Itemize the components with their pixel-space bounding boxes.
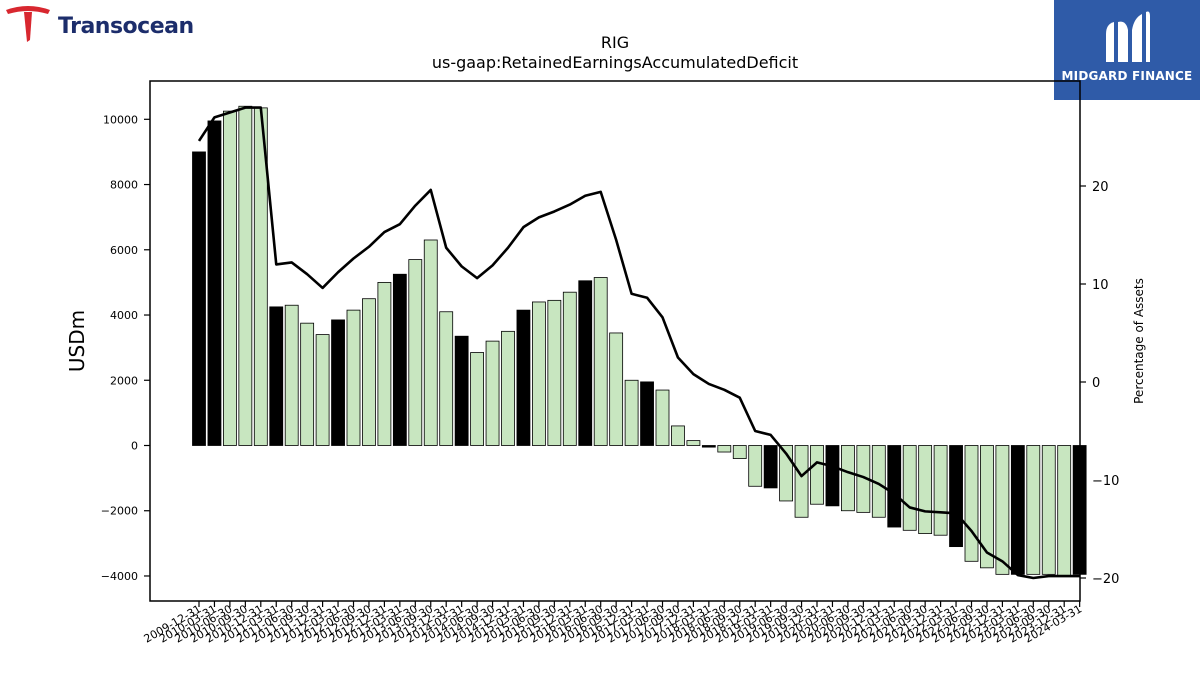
bar xyxy=(918,445,933,534)
y-tick-label: 4000 xyxy=(110,309,138,322)
bar xyxy=(933,445,948,536)
y-tick-label: −2000 xyxy=(101,505,138,518)
bar xyxy=(671,425,685,446)
plot-frame xyxy=(149,80,1081,602)
chart-subtitle: us-gaap:RetainedEarningsAccumulatedDefic… xyxy=(432,53,798,72)
bar xyxy=(1026,445,1041,575)
bar xyxy=(392,273,407,446)
bar xyxy=(717,445,732,453)
bar xyxy=(346,309,361,446)
bar xyxy=(578,280,593,446)
bar xyxy=(902,445,917,531)
bar xyxy=(624,379,639,446)
chart-title: RIG xyxy=(601,33,629,52)
bar xyxy=(995,445,1010,575)
y2-tick-label: 20 xyxy=(1092,180,1109,195)
bar xyxy=(701,445,716,448)
y-tick-label: 6000 xyxy=(110,244,138,257)
bar xyxy=(964,445,979,562)
bar xyxy=(825,445,840,507)
y-tick-label: −4000 xyxy=(101,570,138,583)
y2-tick-label: −10 xyxy=(1092,474,1119,489)
y-tick-label: 2000 xyxy=(110,374,138,387)
bar xyxy=(1041,445,1056,575)
bar xyxy=(454,335,469,446)
bar xyxy=(238,105,253,446)
bar xyxy=(300,322,315,446)
bar xyxy=(1010,445,1025,575)
transocean-emblem-icon xyxy=(6,6,50,42)
bar xyxy=(470,352,485,446)
y2-tick-label: 10 xyxy=(1092,278,1109,293)
bar xyxy=(732,445,747,459)
bar xyxy=(562,291,577,446)
bar xyxy=(763,445,778,489)
bar xyxy=(887,445,902,528)
bar xyxy=(362,298,376,446)
bar xyxy=(640,381,654,446)
bar xyxy=(609,332,624,446)
bar xyxy=(222,110,237,446)
transocean-logo-text: Transocean xyxy=(58,13,194,39)
y-tick-label: 10000 xyxy=(103,113,138,126)
y-tick-label: 0 xyxy=(131,440,138,453)
midgard-logo-text: MIDGARD FINANCE xyxy=(1061,69,1193,83)
bar xyxy=(949,445,963,548)
bar xyxy=(794,445,809,518)
bar xyxy=(1057,445,1072,577)
bar xyxy=(485,340,500,446)
y2-tick-label: 0 xyxy=(1092,376,1100,391)
bar xyxy=(516,309,531,446)
bar xyxy=(593,277,608,446)
bar xyxy=(331,319,345,446)
bar xyxy=(841,445,855,512)
bar xyxy=(810,445,824,505)
midgard-finance-logo: MIDGARD FINANCE xyxy=(1054,0,1200,100)
bar xyxy=(547,299,562,446)
transocean-logo: Transocean xyxy=(4,4,194,42)
bar xyxy=(748,445,763,487)
bar xyxy=(423,239,438,446)
bar xyxy=(532,301,546,446)
plot-area: −4000 −2000 0 2000 4000 6000 8000 10000 −20 −10 0 1… xyxy=(101,105,1119,646)
y2-axis-label: Percentage of Assets xyxy=(1132,278,1146,404)
bar xyxy=(207,120,222,446)
bar xyxy=(501,330,515,446)
series-line xyxy=(197,106,1080,580)
bar xyxy=(686,440,701,446)
bar xyxy=(377,281,392,446)
midgard-emblem-icon xyxy=(1106,11,1150,63)
bar xyxy=(284,304,299,446)
bar xyxy=(655,389,670,446)
bar xyxy=(439,311,454,446)
y2-tick-label: −20 xyxy=(1092,572,1119,587)
bar xyxy=(408,259,423,446)
bar xyxy=(192,151,206,446)
bar xyxy=(980,445,994,569)
y-tick-label: 8000 xyxy=(110,179,138,192)
y-axis-label: USDm xyxy=(65,310,89,372)
bar xyxy=(269,306,284,446)
bar xyxy=(315,334,330,446)
